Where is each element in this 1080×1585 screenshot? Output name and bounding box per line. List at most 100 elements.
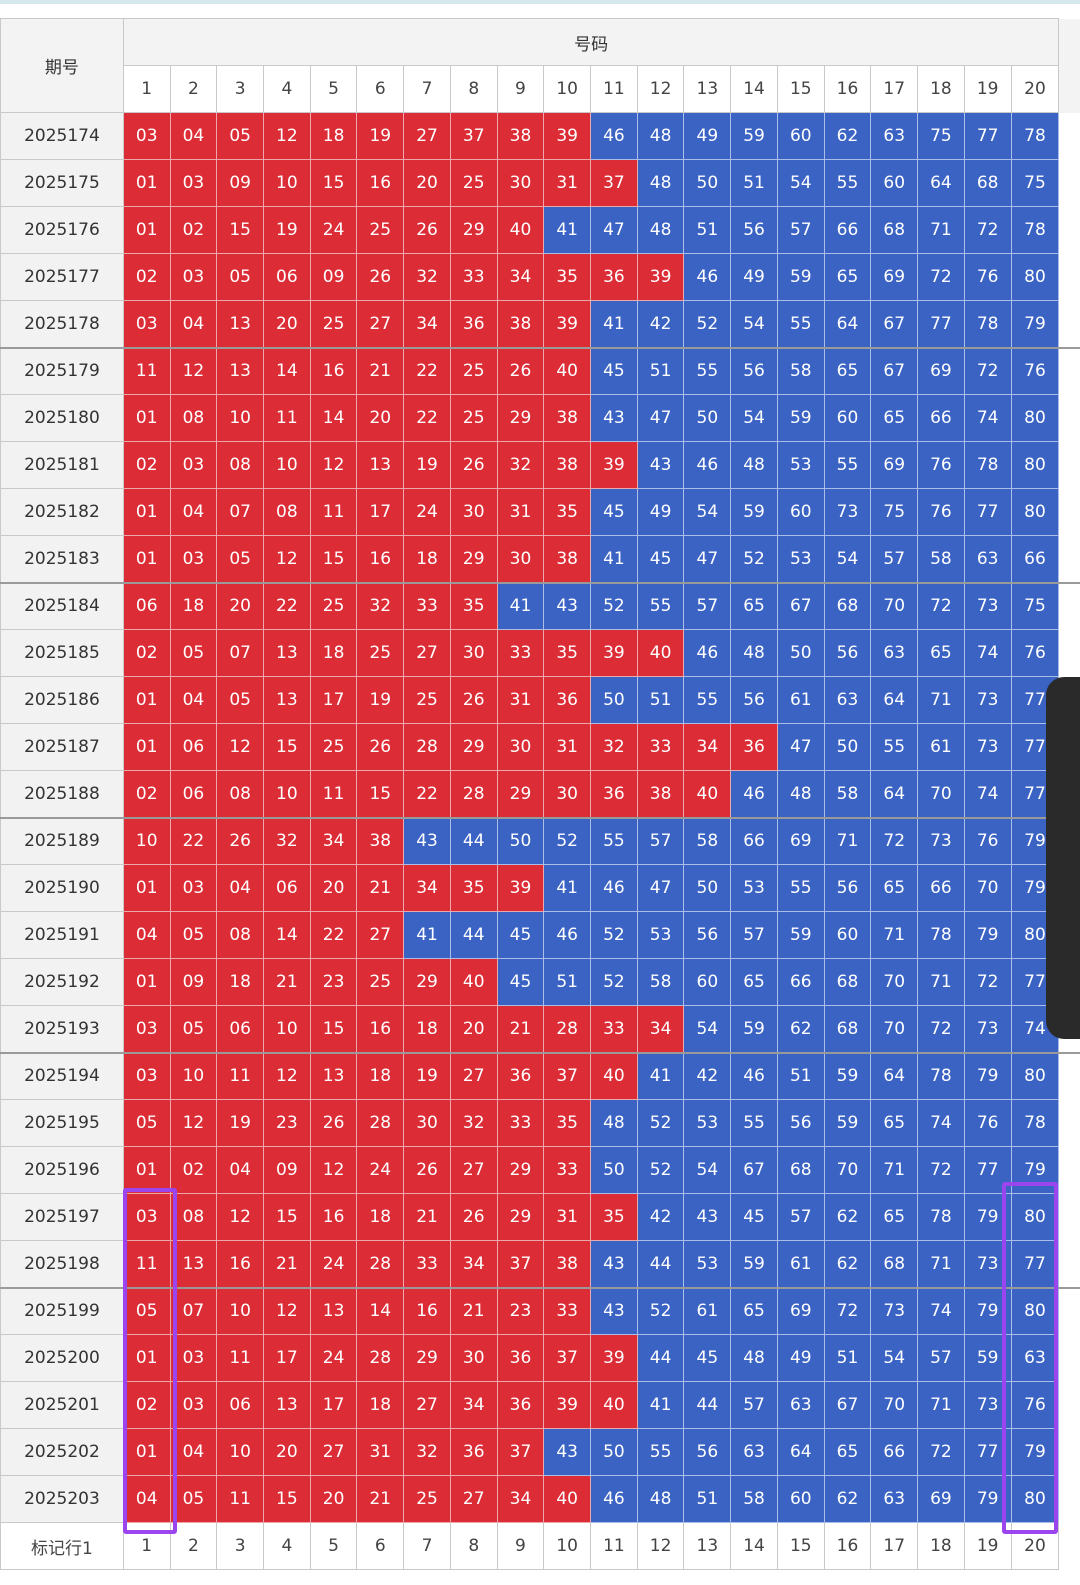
number-cell: 66	[823, 206, 872, 254]
number-cell: 51	[636, 346, 685, 395]
number-cell: 08	[169, 394, 218, 442]
number-cell: 73	[963, 1005, 1012, 1053]
number-cell: 05	[169, 1475, 218, 1523]
number-cell: 33	[543, 1286, 592, 1335]
number-cell: 24	[309, 1240, 358, 1288]
number-cell: 08	[216, 911, 265, 959]
column-number-header: 19	[963, 65, 1012, 113]
number-cell: 40	[683, 770, 732, 818]
number-cell: 36	[590, 253, 638, 301]
clipped-column-cell	[1058, 629, 1080, 677]
number-cell: 13	[263, 1381, 311, 1429]
number-cell: 01	[122, 676, 171, 724]
number-cell: 52	[590, 911, 638, 959]
number-cell: 78	[1010, 112, 1060, 160]
number-cell: 38	[543, 394, 592, 442]
number-cell: 26	[403, 1146, 451, 1194]
number-cell: 10	[263, 770, 311, 818]
number-cell: 55	[776, 864, 825, 912]
number-cell: 25	[356, 958, 405, 1006]
number-cell: 38	[543, 441, 592, 489]
column-number-header: 5	[309, 65, 358, 113]
number-cell: 17	[263, 1334, 311, 1382]
number-cell: 62	[823, 112, 872, 160]
number-cell: 70	[870, 581, 919, 630]
number-cell: 70	[823, 1146, 872, 1194]
number-cell: 58	[776, 346, 825, 395]
number-cell: 69	[917, 1475, 965, 1523]
number-cell: 50	[496, 816, 545, 865]
clipped-column-cell	[1058, 441, 1080, 489]
number-cell: 71	[917, 676, 965, 724]
clipped-column-cell	[1058, 300, 1080, 348]
table-row: 2025196 01 02 04 09 12 24 26 27 29 33 50 52 54 67 68 70 7…	[0, 1146, 1080, 1194]
footer-column-number: 18	[917, 1522, 965, 1570]
number-cell: 53	[636, 911, 685, 959]
number-cell: 77	[963, 112, 1012, 160]
period-cell: 2025174	[0, 112, 124, 160]
number-cell: 31	[496, 676, 545, 724]
number-cell: 03	[169, 535, 218, 583]
number-cell: 38	[543, 535, 592, 583]
footer-column-number: 9	[496, 1522, 545, 1570]
number-cell: 47	[683, 535, 732, 583]
number-cell: 44	[449, 911, 498, 959]
number-cell: 59	[776, 253, 825, 301]
number-cell: 77	[963, 1146, 1012, 1194]
number-cell: 65	[730, 581, 778, 630]
number-cell: 50	[683, 394, 732, 442]
number-cell: 02	[122, 441, 171, 489]
number-cell: 02	[169, 206, 218, 254]
number-cell: 12	[263, 535, 311, 583]
number-cell: 61	[776, 1240, 825, 1288]
number-cell: 80	[1010, 253, 1060, 301]
footer-column-number: 13	[683, 1522, 732, 1570]
number-cell: 64	[870, 770, 919, 818]
number-cell: 67	[870, 300, 919, 348]
number-cell: 37	[496, 1240, 545, 1288]
number-cell: 32	[356, 581, 405, 630]
number-cell: 19	[216, 1099, 265, 1147]
clipped-column-cell	[1058, 159, 1080, 207]
number-cell: 25	[356, 629, 405, 677]
number-cell: 56	[730, 346, 778, 395]
number-cell: 67	[776, 581, 825, 630]
number-cell: 48	[776, 770, 825, 818]
period-cell: 2025177	[0, 253, 124, 301]
number-cell: 78	[1010, 206, 1060, 254]
table-row: 2025180 01 08 10 11 14 20 22 25 29 38 43 47 50 54 59 60 6…	[0, 394, 1080, 442]
number-cell: 31	[543, 723, 592, 771]
number-cell: 53	[683, 1240, 732, 1288]
number-cell: 24	[403, 488, 451, 536]
number-cell: 60	[776, 1475, 825, 1523]
number-cell: 34	[449, 1381, 498, 1429]
number-cell: 29	[496, 770, 545, 818]
number-cell: 13	[216, 300, 265, 348]
number-cell: 26	[449, 441, 498, 489]
period-cell: 2025182	[0, 488, 124, 536]
number-cell: 16	[403, 1286, 451, 1335]
column-number-header: 4	[263, 65, 311, 113]
footer-column-number: 5	[309, 1522, 358, 1570]
table-row: 2025184 06 18 20 22 25 32 33 35 41 43 52 55 57 65 67 68 7…	[0, 581, 1080, 630]
clipped-column-footer	[1058, 1522, 1080, 1570]
number-cell: 39	[590, 629, 638, 677]
number-cell: 58	[636, 958, 685, 1006]
number-cell: 03	[169, 1381, 218, 1429]
number-cell: 52	[683, 300, 732, 348]
number-cell: 57	[636, 816, 685, 865]
number-cell: 65	[823, 346, 872, 395]
number-cell: 06	[216, 1005, 265, 1053]
clipped-column-cell	[1058, 535, 1080, 583]
scroll-handle[interactable]	[1046, 677, 1080, 1039]
number-cell: 36	[543, 676, 592, 724]
number-cell: 65	[823, 253, 872, 301]
number-cell: 06	[169, 770, 218, 818]
number-cell: 77	[963, 488, 1012, 536]
number-cell: 34	[636, 1005, 685, 1053]
number-cell: 13	[216, 346, 265, 395]
number-cell: 52	[590, 581, 638, 630]
number-cell: 12	[216, 1193, 265, 1241]
number-cell: 13	[169, 1240, 218, 1288]
number-cell: 29	[403, 1334, 451, 1382]
